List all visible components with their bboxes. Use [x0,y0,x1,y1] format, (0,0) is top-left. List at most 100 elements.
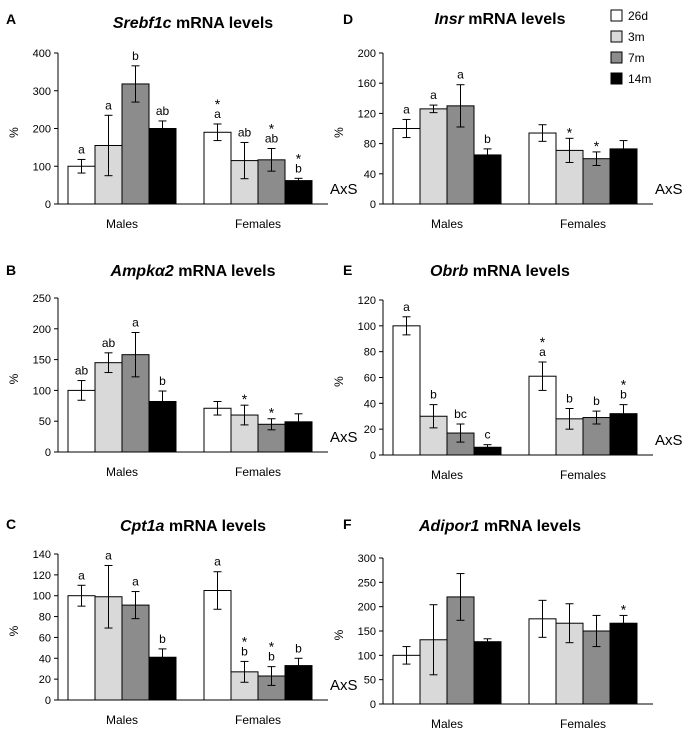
interaction-annotation: AxS [330,181,358,198]
y-tick-label: 300 [33,86,51,98]
legend-swatch-7m [610,51,623,64]
y-tick-label: 100 [358,321,376,333]
significance-label: ab [102,336,116,350]
title-gene: Insr [434,11,464,28]
y-tick-label: 0 [45,199,51,211]
significance-label: * [269,639,275,655]
y-axis-label: % [332,376,346,387]
title-gene: Obrb [430,263,468,280]
significance-label: a [78,142,85,156]
bar-3m [94,362,123,453]
chart-panel-B: B Ampkα2 mRNA levels 0 50 100 150 200 250% Males… [6,262,358,479]
significance-label: b [484,132,491,146]
significance-label: b [241,644,248,658]
y-tick-label: 40 [39,653,51,665]
significance-label: * [621,377,627,393]
significance-label: * [296,150,302,166]
y-tick-label: 160 [358,78,376,90]
bar-26d [392,325,421,456]
chart-title: Obrb mRNA levels [430,263,570,280]
legend-label: 7m [628,51,645,65]
y-tick-label: 80 [364,139,376,151]
chart-title: Adipor1 mRNA levels [418,518,581,535]
title-gene: Srebf1c [113,15,172,32]
interaction-annotation: AxS [330,429,358,446]
significance-label: ab [238,125,252,139]
x-category-label: Females [235,713,281,727]
y-tick-label: 200 [358,48,376,60]
significance-label: a [457,68,464,82]
bar-26d [528,132,557,205]
interaction-annotation: AxS [655,432,683,449]
x-category-label: Males [431,468,463,482]
x-category-label: Females [560,468,606,482]
significance-label: bc [454,407,467,421]
significance-label: a [105,98,112,112]
x-category-label: Females [560,217,606,231]
bar-14m [284,180,313,205]
significance-label: a [430,88,437,102]
x-category-label: Males [106,465,138,479]
y-tick-label: 400 [33,48,51,60]
y-tick-label: 100 [33,385,51,397]
chart-panel-F: F Adipor1 mRNA levels 0 50 100 150 200 250 300% M… [332,516,653,731]
y-tick-label: 0 [45,695,51,707]
y-axis-label: % [7,625,21,636]
significance-label: b [159,632,166,646]
chart-title: Insr mRNA levels [434,11,565,28]
significance-label: b [295,161,302,175]
significance-label: a [105,548,112,562]
significance-label: * [540,334,546,350]
significance-label: a [539,345,546,359]
chart-panel-D: D Insr mRNA levels 0 40 80 120 160 200% Males Fem… [332,11,683,231]
y-tick-label: 150 [33,355,51,367]
x-category-label: Females [235,217,281,231]
legend-swatch-3m [610,30,623,43]
bar-14m [609,622,638,705]
significance-label: * [242,633,248,649]
y-axis-label: % [7,373,21,384]
panel-letter: D [343,11,353,27]
significance-label: b [132,49,139,63]
y-tick-label: 50 [364,675,376,687]
bar-7m [121,83,150,205]
y-tick-label: 100 [358,650,376,662]
significance-label: ab [156,104,170,118]
title-suffix: mRNA levels [468,263,570,280]
y-tick-label: 250 [358,577,376,589]
significance-label: a [132,575,139,589]
significance-label: * [621,601,627,617]
chart-title: Ampkα2 mRNA levels [110,263,276,280]
y-tick-label: 20 [364,424,376,436]
y-tick-label: 120 [358,295,376,307]
y-tick-label: 140 [33,549,51,561]
interaction-annotation: AxS [655,181,683,198]
significance-label: * [594,138,600,154]
y-tick-label: 120 [33,570,51,582]
title-suffix: mRNA levels [164,518,266,535]
significance-label: a [403,102,410,116]
y-tick-label: 250 [33,293,51,305]
y-tick-label: 150 [358,626,376,638]
legend-swatch-14m [610,72,623,85]
significance-label: b [593,394,600,408]
legend-label: 26d [628,9,648,23]
bar-26d [67,595,96,701]
y-tick-label: 120 [358,108,376,120]
y-tick-label: 40 [364,398,376,410]
panel-letter: C [6,516,16,532]
significance-label: a [214,107,221,121]
panel-letter: F [343,516,352,532]
bar-3m [419,108,448,205]
y-tick-label: 80 [39,612,51,624]
y-tick-label: 200 [33,124,51,136]
significance-label: b [620,388,627,402]
y-tick-label: 0 [370,199,376,211]
significance-label: * [242,391,248,407]
chart-panel-C: C Cpt1a mRNA levels 0 20 40 60 80 100 120 140% Mal… [6,516,358,727]
title-gene: Cpt1a [120,518,165,535]
y-tick-label: 60 [39,632,51,644]
x-category-label: Males [106,217,138,231]
y-tick-label: 200 [33,324,51,336]
